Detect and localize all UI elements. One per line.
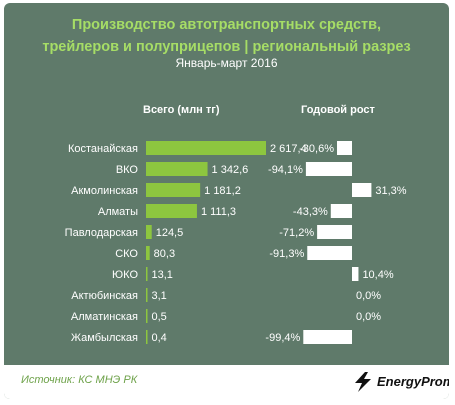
total-bar [146, 141, 266, 155]
category-label: Актюбинская [71, 290, 138, 302]
bar-chart: Костанайская 2 617,4-30,6% ВКО 1 342,6 -94,1… [65, 141, 407, 344]
growth-bar [303, 330, 352, 344]
source-note: Источник: КС МНЭ РК [21, 374, 138, 386]
growth-bar [330, 204, 352, 218]
chart-card: Производство автотранспортных средств, т… [4, 3, 449, 399]
total-bar [146, 330, 148, 344]
total-bar [146, 288, 148, 302]
total-bar [146, 309, 148, 323]
total-value-label: 13,1 [152, 269, 173, 281]
total-bar [146, 267, 148, 281]
total-value-label: 124,5 [156, 227, 184, 239]
total-bar [146, 162, 208, 176]
growth-value-label: 31,3% [375, 185, 406, 197]
growth-value-label: 0,0% [356, 290, 381, 302]
category-label: Костанайская [68, 143, 138, 155]
brand-name: EnergyProm [377, 374, 449, 389]
total-value-label: 1 342,6 [212, 164, 249, 176]
title-line-2: трейлеров и полуприцепов | региональный … [42, 39, 411, 55]
growth-value-label: -99,4% [265, 332, 300, 344]
total-value-label: 0,5 [152, 311, 167, 323]
chart-subtitle: Январь-март 2016 [175, 56, 278, 70]
total-bar [146, 183, 201, 197]
total-bar [146, 204, 197, 218]
growth-value-label: -43,3% [293, 206, 328, 218]
growth-bar [305, 162, 352, 176]
growth-value-label: 0,0% [356, 311, 381, 323]
growth-value-label: -91,3% [269, 248, 304, 260]
total-value-label: 1 181,2 [204, 185, 241, 197]
growth-value-label: -71,2% [279, 227, 314, 239]
chart-title: Производство автотранспортных средств, т… [4, 14, 449, 58]
category-label: ЮКО [112, 269, 138, 281]
footer: Источник: КС МНЭ РК EnergyProm [4, 365, 449, 399]
total-bar [146, 225, 152, 239]
growth-bar [352, 183, 372, 197]
category-label: Акмолинская [71, 185, 138, 197]
lightning-icon [355, 372, 371, 392]
total-value-label: 2 617,4 [270, 143, 307, 155]
total-value-label: 1 111,3 [201, 206, 236, 218]
category-label: Жамбылская [71, 332, 138, 344]
category-label: Алматинская [71, 311, 138, 323]
growth-bar [307, 246, 352, 260]
total-value-label: 80,3 [154, 248, 175, 260]
growth-bar [317, 225, 352, 239]
title-line-1: Производство автотранспортных средств, [71, 17, 382, 33]
category-label: СКО [115, 248, 138, 260]
total-column-header: Всего (млн тг) [143, 104, 220, 116]
growth-value-label: -94,1% [268, 164, 303, 176]
total-value-label: 3,1 [152, 290, 167, 302]
growth-bar [337, 141, 352, 155]
growth-bar [352, 267, 359, 281]
growth-column-header: Годовой рост [301, 104, 375, 116]
category-label: Павлодарская [65, 227, 138, 239]
category-label: ВКО [116, 164, 139, 176]
category-label: Алматы [98, 206, 138, 218]
growth-value-label: -30,6% [299, 143, 334, 155]
total-bar [146, 246, 150, 260]
total-value-label: 0,4 [152, 332, 167, 344]
growth-value-label: 10,4% [362, 269, 393, 281]
